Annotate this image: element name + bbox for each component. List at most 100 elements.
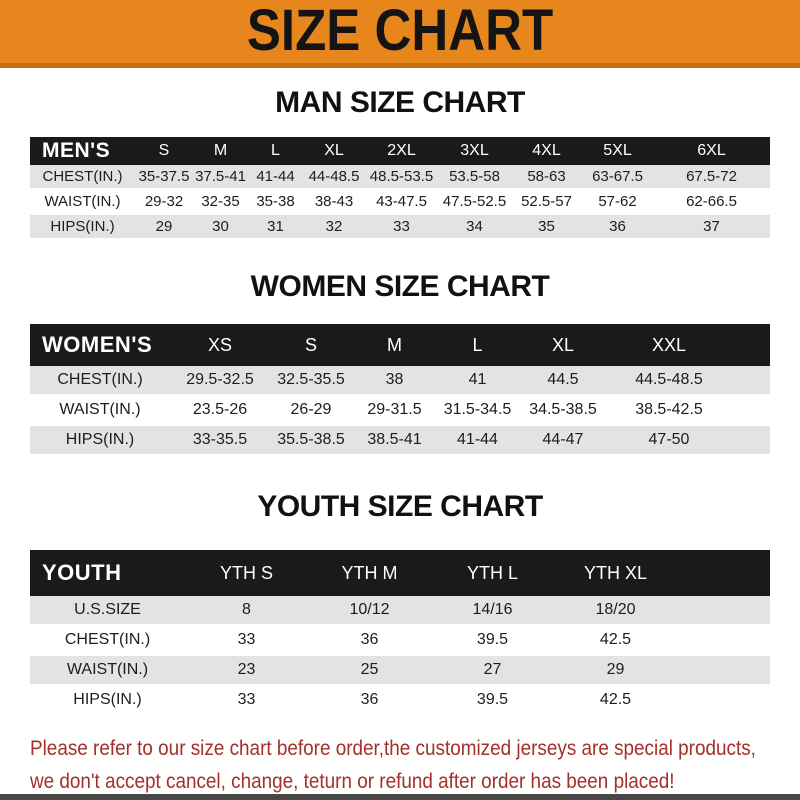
size-value-cell: 32-35 xyxy=(193,189,248,215)
table-row: CHEST(IN.) 35-37.5 37.5-41 41-44 44-48.5 48.5… xyxy=(30,165,770,190)
column-header: XL xyxy=(303,137,365,165)
disclaimer-line-1: Please refer to our size chart before or… xyxy=(30,737,756,760)
column-header: M xyxy=(193,137,248,165)
empty-cell xyxy=(677,625,770,656)
size-value-cell: 39.5 xyxy=(431,625,554,656)
size-value-cell: 47.5-52.5 xyxy=(438,189,511,215)
size-value-cell: 43-47.5 xyxy=(365,189,438,215)
size-value-cell: 34 xyxy=(438,214,511,240)
row-label: CHEST(IN.) xyxy=(30,625,185,656)
row-label: WAIST(IN.) xyxy=(30,189,135,215)
column-header: S xyxy=(270,324,352,366)
group-label: MEN'S xyxy=(30,137,135,165)
size-value-cell: 29 xyxy=(554,655,677,686)
size-value-cell: 67.5-72 xyxy=(653,165,770,190)
row-label: U.S.SIZE xyxy=(30,596,185,626)
empty-cell xyxy=(730,366,770,396)
size-value-cell: 36 xyxy=(582,214,653,240)
size-value-cell: 8 xyxy=(185,596,308,626)
size-value-cell: 44-48.5 xyxy=(303,165,365,190)
size-value-cell: 30 xyxy=(193,214,248,240)
table-row: HIPS(IN.) 33-35.5 35.5-38.5 38.5-41 41-44 44-… xyxy=(30,425,770,456)
table-header-row: WOMEN'S XS S M L XL XXL xyxy=(30,324,770,366)
row-label: CHEST(IN.) xyxy=(30,165,135,190)
size-value-cell: 34.5-38.5 xyxy=(518,395,608,426)
group-label: YOUTH xyxy=(30,550,185,596)
group-label: WOMEN'S xyxy=(30,324,170,366)
column-header-empty xyxy=(677,550,770,596)
disclaimer-line-2: we don't accept cancel, change, teturn o… xyxy=(30,770,675,793)
size-value-cell: 29-31.5 xyxy=(352,395,437,426)
column-header: 2XL xyxy=(365,137,438,165)
empty-cell xyxy=(677,596,770,626)
column-header: 4XL xyxy=(511,137,582,165)
women-section-title: WOMEN SIZE CHART xyxy=(250,270,550,303)
size-value-cell: 38 xyxy=(352,366,437,396)
table-row: U.S.SIZE 8 10/12 14/16 18/20 xyxy=(30,596,770,626)
table-header-row: YOUTH YTH S YTH M YTH L YTH XL xyxy=(30,550,770,596)
column-header-empty xyxy=(730,324,770,366)
youth-size-table: YOUTH YTH S YTH M YTH L YTH XL U.S.SIZE 8 10/12… xyxy=(30,550,770,716)
column-header: 5XL xyxy=(582,137,653,165)
row-label: HIPS(IN.) xyxy=(30,214,135,240)
man-section-title: MAN SIZE CHART xyxy=(275,86,525,119)
men-size-table: MEN'S S M L XL 2XL 3XL 4XL 5XL 6XL CHEST(IN.) 35-37… xyxy=(30,137,770,240)
size-value-cell: 58-63 xyxy=(511,165,582,190)
banner-title: SIZE CHART xyxy=(246,0,554,63)
row-label: HIPS(IN.) xyxy=(30,425,170,456)
row-label: WAIST(IN.) xyxy=(30,395,170,426)
size-value-cell: 44.5-48.5 xyxy=(608,366,730,396)
size-value-cell: 29.5-32.5 xyxy=(170,366,270,396)
table-row: HIPS(IN.) 33 36 39.5 42.5 xyxy=(30,685,770,716)
table-row: CHEST(IN.) 29.5-32.5 32.5-35.5 38 41 44.5 44.5… xyxy=(30,366,770,396)
size-value-cell: 35.5-38.5 xyxy=(270,425,352,456)
size-value-cell: 27 xyxy=(431,655,554,686)
size-value-cell: 36 xyxy=(308,685,431,716)
size-value-cell: 38.5-42.5 xyxy=(608,395,730,426)
size-value-cell: 29 xyxy=(135,214,193,240)
bottom-edge-bar xyxy=(0,794,800,800)
empty-cell xyxy=(677,655,770,686)
size-value-cell: 42.5 xyxy=(554,685,677,716)
row-label: WAIST(IN.) xyxy=(30,655,185,686)
size-value-cell: 26-29 xyxy=(270,395,352,426)
size-value-cell: 14/16 xyxy=(431,596,554,626)
column-header: S xyxy=(135,137,193,165)
size-value-cell: 47-50 xyxy=(608,425,730,456)
column-header: YTH M xyxy=(308,550,431,596)
size-value-cell: 44-47 xyxy=(518,425,608,456)
size-value-cell: 33 xyxy=(185,685,308,716)
size-value-cell: 41-44 xyxy=(437,425,518,456)
size-value-cell: 31.5-34.5 xyxy=(437,395,518,426)
size-value-cell: 23.5-26 xyxy=(170,395,270,426)
row-label: CHEST(IN.) xyxy=(30,366,170,396)
size-value-cell: 48.5-53.5 xyxy=(365,165,438,190)
column-header: L xyxy=(437,324,518,366)
disclaimer-text: Please refer to our size chart before or… xyxy=(30,732,800,798)
size-value-cell: 31 xyxy=(248,214,303,240)
table-row: CHEST(IN.) 33 36 39.5 42.5 xyxy=(30,625,770,656)
empty-cell xyxy=(730,425,770,456)
size-value-cell: 33 xyxy=(365,214,438,240)
column-header: 3XL xyxy=(438,137,511,165)
size-value-cell: 38.5-41 xyxy=(352,425,437,456)
size-value-cell: 29-32 xyxy=(135,189,193,215)
column-header: XL xyxy=(518,324,608,366)
column-header: YTH XL xyxy=(554,550,677,596)
youth-section-title: YOUTH SIZE CHART xyxy=(257,490,543,523)
size-value-cell: 38-43 xyxy=(303,189,365,215)
table-row: WAIST(IN.) 23 25 27 29 xyxy=(30,655,770,686)
table-header-row: MEN'S S M L XL 2XL 3XL 4XL 5XL 6XL xyxy=(30,137,770,165)
column-header: M xyxy=(352,324,437,366)
size-value-cell: 18/20 xyxy=(554,596,677,626)
women-size-table: WOMEN'S XS S M L XL XXL CHEST(IN.) 29.5-32.5 32.5… xyxy=(30,324,770,456)
banner: SIZE CHART xyxy=(0,0,800,68)
size-value-cell: 23 xyxy=(185,655,308,686)
size-value-cell: 32.5-35.5 xyxy=(270,366,352,396)
empty-cell xyxy=(730,395,770,426)
size-value-cell: 35 xyxy=(511,214,582,240)
size-value-cell: 42.5 xyxy=(554,625,677,656)
empty-cell xyxy=(677,685,770,716)
size-value-cell: 57-62 xyxy=(582,189,653,215)
column-header: L xyxy=(248,137,303,165)
